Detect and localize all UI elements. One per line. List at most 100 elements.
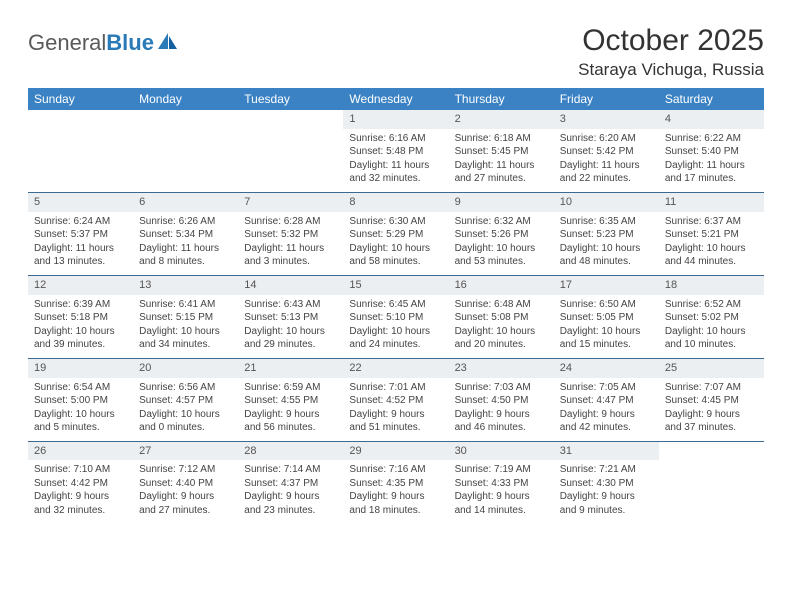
day-line: Sunset: 5:10 PM (349, 311, 442, 325)
location: Staraya Vichuga, Russia (578, 60, 764, 80)
day-cell: 5Sunrise: 6:24 AMSunset: 5:37 PMDaylight… (28, 193, 133, 275)
day-details: Sunrise: 6:54 AMSunset: 5:00 PMDaylight:… (28, 378, 133, 441)
day-line: Daylight: 10 hours (665, 325, 758, 339)
day-line: Sunrise: 7:21 AM (560, 463, 653, 477)
day-line: Sunrise: 6:37 AM (665, 215, 758, 229)
day-line: and 27 minutes. (139, 504, 232, 518)
day-line: and 23 minutes. (244, 504, 337, 518)
day-line: Sunset: 5:32 PM (244, 228, 337, 242)
day-cell: 17Sunrise: 6:50 AMSunset: 5:05 PMDayligh… (554, 276, 659, 358)
day-line: Sunset: 5:45 PM (455, 145, 548, 159)
day-details: Sunrise: 6:45 AMSunset: 5:10 PMDaylight:… (343, 295, 448, 358)
day-details: Sunrise: 7:16 AMSunset: 4:35 PMDaylight:… (343, 460, 448, 523)
day-line: and 10 minutes. (665, 338, 758, 352)
day-number: 16 (449, 276, 554, 295)
day-line: Daylight: 9 hours (665, 408, 758, 422)
calendar-body: 1Sunrise: 6:16 AMSunset: 5:48 PMDaylight… (28, 110, 764, 523)
day-line: Daylight: 11 hours (560, 159, 653, 173)
day-details: Sunrise: 7:03 AMSunset: 4:50 PMDaylight:… (449, 378, 554, 441)
day-number: 5 (28, 193, 133, 212)
day-number: 11 (659, 193, 764, 212)
day-line: Sunrise: 6:45 AM (349, 298, 442, 312)
day-cell: 30Sunrise: 7:19 AMSunset: 4:33 PMDayligh… (449, 442, 554, 524)
day-line: Daylight: 10 hours (244, 325, 337, 339)
day-number: 4 (659, 110, 764, 129)
day-number: 1 (343, 110, 448, 129)
day-line: and 5 minutes. (34, 421, 127, 435)
day-line: Sunset: 5:29 PM (349, 228, 442, 242)
day-cell: 3Sunrise: 6:20 AMSunset: 5:42 PMDaylight… (554, 110, 659, 192)
day-cell (28, 110, 133, 192)
weekday-tue: Tuesday (238, 88, 343, 110)
day-line: Daylight: 9 hours (34, 490, 127, 504)
day-details: Sunrise: 7:12 AMSunset: 4:40 PMDaylight:… (133, 460, 238, 523)
month-title: October 2025 (578, 24, 764, 58)
day-line: Sunset: 4:35 PM (349, 477, 442, 491)
day-cell: 20Sunrise: 6:56 AMSunset: 4:57 PMDayligh… (133, 359, 238, 441)
day-line: Daylight: 10 hours (455, 242, 548, 256)
day-line: Daylight: 9 hours (139, 490, 232, 504)
day-number: 10 (554, 193, 659, 212)
day-line: Sunset: 4:42 PM (34, 477, 127, 491)
day-number: 17 (554, 276, 659, 295)
weekday-thu: Thursday (449, 88, 554, 110)
day-line: Sunrise: 6:30 AM (349, 215, 442, 229)
weekday-wed: Wednesday (343, 88, 448, 110)
day-cell (659, 442, 764, 524)
day-cell (133, 110, 238, 192)
day-line: Sunrise: 6:52 AM (665, 298, 758, 312)
day-line: and 29 minutes. (244, 338, 337, 352)
day-line: Sunrise: 7:12 AM (139, 463, 232, 477)
day-line: Sunset: 5:02 PM (665, 311, 758, 325)
day-line: and 18 minutes. (349, 504, 442, 518)
weekday-mon: Monday (133, 88, 238, 110)
day-line: Sunrise: 6:18 AM (455, 132, 548, 146)
day-line: Sunset: 5:34 PM (139, 228, 232, 242)
day-line: Sunrise: 6:41 AM (139, 298, 232, 312)
day-details: Sunrise: 7:01 AMSunset: 4:52 PMDaylight:… (343, 378, 448, 441)
week-row: 19Sunrise: 6:54 AMSunset: 5:00 PMDayligh… (28, 358, 764, 441)
day-number: 15 (343, 276, 448, 295)
day-details: Sunrise: 6:30 AMSunset: 5:29 PMDaylight:… (343, 212, 448, 275)
logo: GeneralBlue (28, 24, 180, 56)
weekday-sun: Sunday (28, 88, 133, 110)
calendar-page: GeneralBlue October 2025 Staraya Vichuga… (0, 0, 792, 547)
day-cell: 26Sunrise: 7:10 AMSunset: 4:42 PMDayligh… (28, 442, 133, 524)
day-line: Sunrise: 7:07 AM (665, 381, 758, 395)
day-line: and 53 minutes. (455, 255, 548, 269)
day-cell: 2Sunrise: 6:18 AMSunset: 5:45 PMDaylight… (449, 110, 554, 192)
day-details: Sunrise: 6:41 AMSunset: 5:15 PMDaylight:… (133, 295, 238, 358)
week-row: 12Sunrise: 6:39 AMSunset: 5:18 PMDayligh… (28, 275, 764, 358)
weekday-fri: Friday (554, 88, 659, 110)
day-line: and 9 minutes. (560, 504, 653, 518)
day-number: 29 (343, 442, 448, 461)
day-line: Sunset: 4:45 PM (665, 394, 758, 408)
day-cell: 12Sunrise: 6:39 AMSunset: 5:18 PMDayligh… (28, 276, 133, 358)
day-details: Sunrise: 6:50 AMSunset: 5:05 PMDaylight:… (554, 295, 659, 358)
day-details: Sunrise: 6:37 AMSunset: 5:21 PMDaylight:… (659, 212, 764, 275)
day-line: Daylight: 10 hours (349, 325, 442, 339)
day-line: Sunset: 4:57 PM (139, 394, 232, 408)
day-cell: 15Sunrise: 6:45 AMSunset: 5:10 PMDayligh… (343, 276, 448, 358)
day-line: Sunrise: 6:54 AM (34, 381, 127, 395)
day-cell: 22Sunrise: 7:01 AMSunset: 4:52 PMDayligh… (343, 359, 448, 441)
day-line: and 44 minutes. (665, 255, 758, 269)
day-number: 13 (133, 276, 238, 295)
day-line: and 27 minutes. (455, 172, 548, 186)
logo-word-2: Blue (106, 30, 154, 55)
day-details: Sunrise: 6:22 AMSunset: 5:40 PMDaylight:… (659, 129, 764, 192)
day-details: Sunrise: 6:39 AMSunset: 5:18 PMDaylight:… (28, 295, 133, 358)
day-cell: 9Sunrise: 6:32 AMSunset: 5:26 PMDaylight… (449, 193, 554, 275)
day-line: Sunrise: 7:16 AM (349, 463, 442, 477)
day-line: Daylight: 11 hours (244, 242, 337, 256)
day-details: Sunrise: 6:56 AMSunset: 4:57 PMDaylight:… (133, 378, 238, 441)
day-line: Sunset: 4:47 PM (560, 394, 653, 408)
day-line: Daylight: 9 hours (560, 490, 653, 504)
day-line: Sunset: 5:26 PM (455, 228, 548, 242)
day-number: 12 (28, 276, 133, 295)
day-number: 22 (343, 359, 448, 378)
day-cell: 25Sunrise: 7:07 AMSunset: 4:45 PMDayligh… (659, 359, 764, 441)
day-line: and 0 minutes. (139, 421, 232, 435)
day-line: Daylight: 10 hours (34, 325, 127, 339)
day-cell: 28Sunrise: 7:14 AMSunset: 4:37 PMDayligh… (238, 442, 343, 524)
